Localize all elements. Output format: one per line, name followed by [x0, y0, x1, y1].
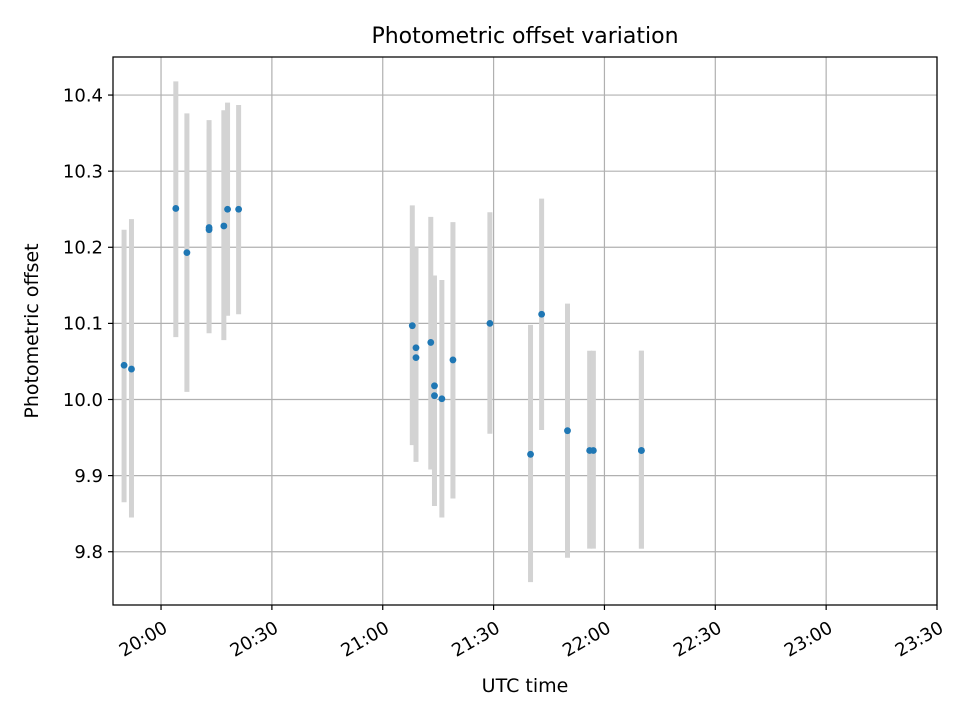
- y-tick-label: 10.0: [63, 390, 103, 411]
- data-point: [427, 339, 435, 346]
- data-point: [172, 205, 180, 212]
- data-point: [408, 322, 416, 330]
- y-tick-label: 10.2: [63, 238, 103, 259]
- x-axis-label: UTC time: [482, 675, 569, 697]
- grid-layer: [113, 57, 938, 605]
- data-point: [431, 382, 438, 390]
- data-point: [412, 354, 420, 362]
- data-point: [637, 447, 645, 454]
- data-point: [431, 392, 438, 400]
- data-point: [449, 356, 457, 364]
- data-point: [205, 224, 213, 231]
- data-point: [564, 427, 571, 435]
- data-point: [412, 344, 420, 352]
- y-tick-label: 9.9: [74, 466, 103, 487]
- data-point: [527, 450, 534, 458]
- axes-frame: [112, 56, 938, 606]
- data-point-layer: [120, 205, 645, 458]
- data-point: [220, 222, 228, 230]
- data-point: [235, 205, 243, 213]
- data-point: [120, 361, 128, 369]
- data-point: [538, 310, 546, 318]
- data-point: [486, 319, 494, 327]
- data-point: [438, 395, 446, 403]
- data-point: [128, 365, 135, 373]
- y-tick-label: 10.3: [63, 161, 103, 182]
- y-tick-label: 9.8: [74, 542, 103, 563]
- data-point: [224, 205, 231, 213]
- y-tick-label: 10.1: [63, 314, 103, 335]
- data-point: [183, 249, 191, 257]
- data-point: [589, 447, 597, 454]
- y-tick-label: 10.4: [63, 85, 103, 106]
- chart-title: Photometric offset variation: [371, 24, 678, 49]
- y-axis-label: Photometric offset: [21, 243, 43, 418]
